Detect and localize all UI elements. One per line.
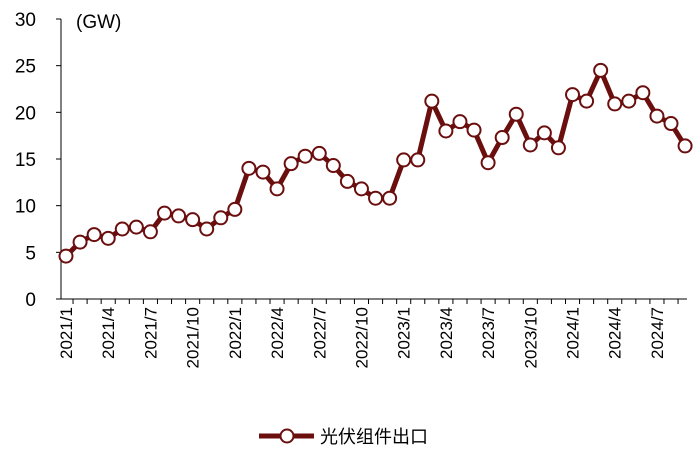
data-point [311, 145, 327, 161]
x-tick-label: 2023/1 [395, 307, 414, 359]
data-point [297, 148, 313, 164]
data-point [269, 181, 285, 197]
data-point [227, 201, 243, 217]
data-point [508, 106, 524, 122]
data-point [156, 205, 172, 221]
chart-axes [60, 19, 687, 300]
data-point [550, 140, 566, 156]
y-tick-label: 30 [15, 10, 36, 31]
data-point [438, 123, 454, 139]
data-point [100, 230, 116, 246]
data-point [663, 116, 679, 132]
data-point [339, 173, 355, 189]
data-point [607, 96, 623, 112]
data-point [325, 158, 341, 174]
x-axis-ticks: 2021/1 2021/4 2021/7 2021/10 2022/1 2022/4 202… [57, 299, 679, 368]
x-tick-label: 2021/4 [99, 307, 118, 359]
x-tick-label: 2023/7 [479, 307, 498, 359]
data-point [565, 87, 581, 103]
data-point [142, 224, 158, 240]
data-point [579, 93, 595, 109]
data-point [58, 248, 74, 264]
data-point [494, 130, 510, 146]
data-point [368, 190, 384, 206]
data-point [452, 114, 468, 130]
legend-label: 光伏组件出口 [320, 427, 428, 448]
data-point [396, 152, 412, 168]
data-point [114, 221, 130, 237]
series-layer [58, 62, 693, 264]
x-tick-label: 2024/1 [564, 307, 583, 359]
legend-point-marker [279, 428, 295, 444]
data-point [635, 85, 651, 101]
data-point [522, 137, 538, 153]
x-tick-label: 2022/1 [226, 307, 245, 359]
legend: 光伏组件出口 [259, 427, 428, 448]
data-point [410, 152, 426, 168]
x-tick-label: 2023/10 [521, 307, 540, 368]
data-point [480, 155, 496, 171]
data-point [128, 219, 144, 235]
x-tick-label: 2023/4 [437, 307, 456, 359]
x-tick-label: 2024/4 [606, 307, 625, 359]
x-tick-label: 2022/10 [352, 307, 371, 368]
x-tick-label: 2022/7 [310, 307, 329, 359]
data-point [199, 221, 215, 237]
data-point [621, 93, 637, 109]
data-point [466, 122, 482, 138]
y-axis-unit-label: (GW) [76, 12, 121, 33]
data-point [86, 227, 102, 243]
y-tick-label: 5 [25, 243, 36, 264]
data-point [536, 125, 552, 141]
x-tick-label: 2024/7 [648, 307, 667, 359]
x-tick-label: 2021/10 [184, 307, 203, 368]
y-tick-label: 10 [15, 197, 36, 218]
data-point [171, 208, 187, 224]
data-point [255, 164, 271, 180]
y-tick-label: 0 [25, 290, 36, 311]
data-point [382, 190, 398, 206]
data-point [593, 62, 609, 78]
data-point [424, 93, 440, 109]
data-point [353, 181, 369, 197]
x-tick-label: 2022/4 [268, 307, 287, 359]
data-point [283, 156, 299, 172]
data-point [649, 108, 665, 124]
y-tick-label: 20 [15, 103, 36, 124]
data-point [241, 160, 257, 176]
y-axis-ticks: 0 5 10 15 20 25 30 [15, 10, 61, 311]
y-tick-label: 15 [15, 150, 36, 171]
data-point [213, 210, 229, 226]
x-tick-label: 2021/1 [57, 307, 76, 359]
data-point [677, 138, 693, 154]
data-point [72, 234, 88, 250]
x-tick-label: 2021/7 [141, 307, 160, 359]
y-tick-label: 25 [15, 57, 36, 78]
data-point [185, 212, 201, 228]
